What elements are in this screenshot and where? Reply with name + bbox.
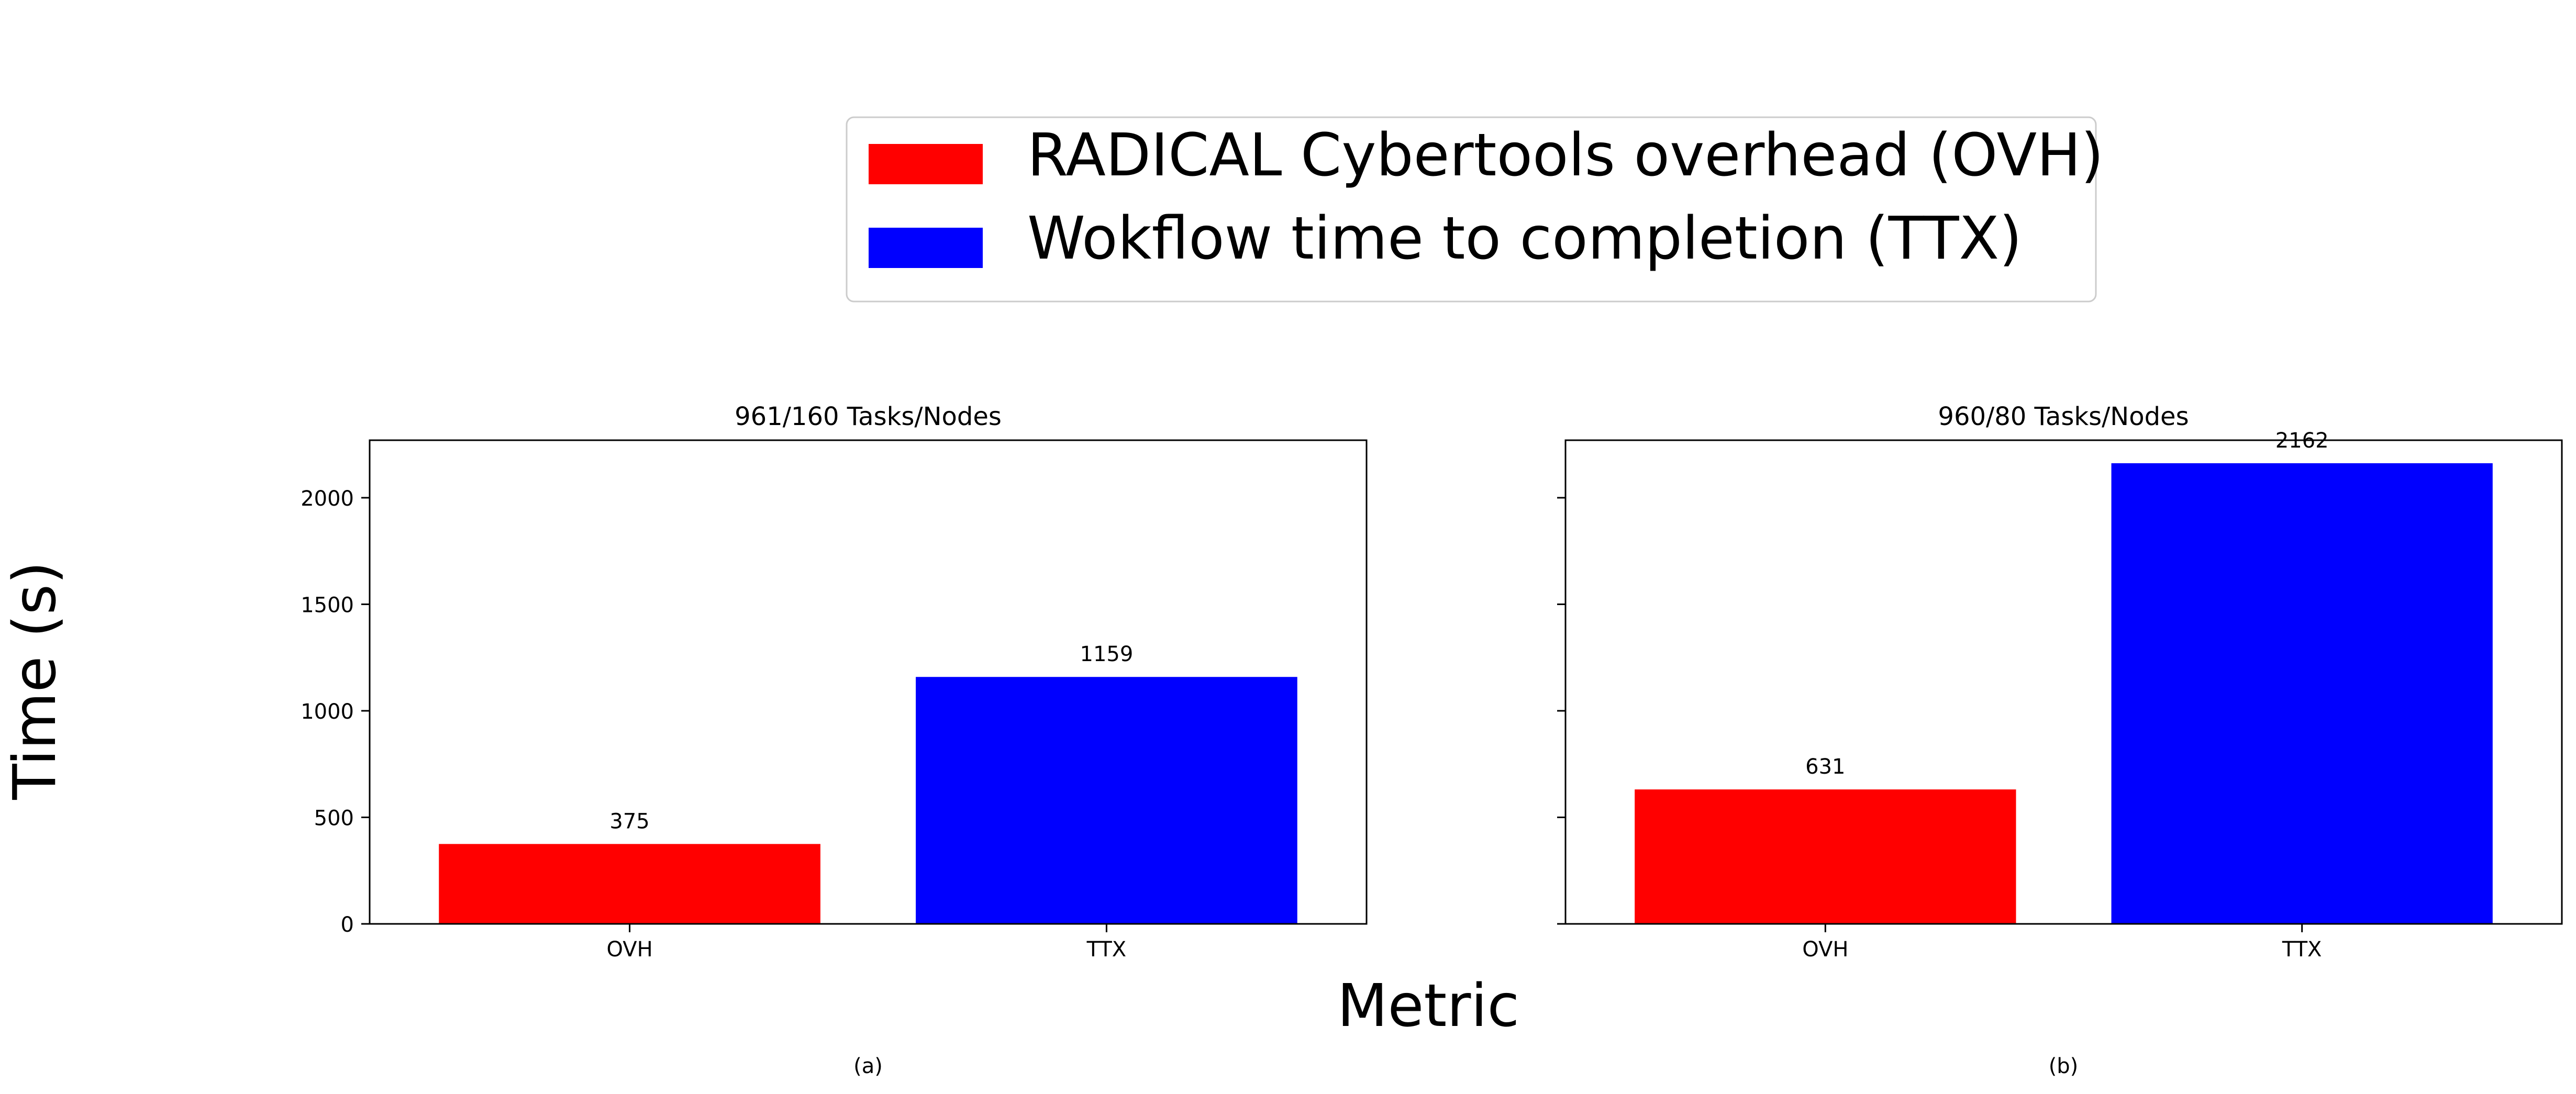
legend: RADICAL Cybertools overhead (OVH) Wokflo… bbox=[846, 116, 2104, 303]
panel-a-bars: 0 500 1000 1500 2000 375 OVH 1159 TTX bbox=[301, 487, 1297, 962]
panel-a-xtick-label-ttx: TTX bbox=[1086, 937, 1127, 962]
panel-b-title: 960/80 Tasks/Nodes bbox=[1938, 402, 2189, 431]
panel-a-ytick-label: 0 bbox=[341, 913, 354, 937]
panel-b-bar-ovh bbox=[1635, 789, 2016, 924]
panel-b-bar-ttx bbox=[2111, 463, 2493, 924]
panel-a-xtick-label-ovh: OVH bbox=[606, 937, 652, 962]
panel-a-ytick-label: 500 bbox=[314, 806, 354, 830]
legend-label-ovh: RADICAL Cybertools overhead (OVH) bbox=[1027, 121, 2104, 189]
panel-a-bar-ovh bbox=[439, 844, 820, 924]
panel-a-bar-ttx bbox=[916, 677, 1297, 924]
legend-label-ttx: Wokflow time to completion (TTX) bbox=[1027, 205, 2022, 273]
panel-a-ytick-label: 2000 bbox=[301, 487, 354, 511]
panel-a-ytick-label: 1500 bbox=[301, 593, 354, 617]
shared-y-axis-label: Time (s) bbox=[1, 561, 69, 800]
panel-a-title: 961/160 Tasks/Nodes bbox=[735, 402, 1002, 431]
panel-b-value-label-ovh: 631 bbox=[1805, 755, 1845, 779]
panel-a-caption: (a) bbox=[853, 1054, 883, 1078]
panel-b-xtick-label-ttx: TTX bbox=[2282, 937, 2322, 962]
panel-a-value-label-ttx: 1159 bbox=[1080, 642, 1134, 666]
legend-swatch-ovh bbox=[869, 144, 983, 184]
panel-a-frame bbox=[369, 439, 1368, 925]
panel-b-frame bbox=[1564, 439, 2563, 925]
panel-b-xtick-label-ovh: OVH bbox=[1802, 937, 1848, 962]
panel-a-value-label-ovh: 375 bbox=[609, 809, 649, 833]
legend-swatch-ttx bbox=[869, 228, 983, 268]
shared-x-axis-label: Metric bbox=[1337, 972, 1519, 1040]
panel-a-ytick-label: 1000 bbox=[301, 700, 354, 724]
panel-a: 961/160 Tasks/Nodes 0 500 1000 1500 2000 375 O… bbox=[301, 402, 1368, 1078]
legend-frame bbox=[846, 116, 2097, 303]
panel-b-caption: (b) bbox=[2049, 1054, 2079, 1078]
